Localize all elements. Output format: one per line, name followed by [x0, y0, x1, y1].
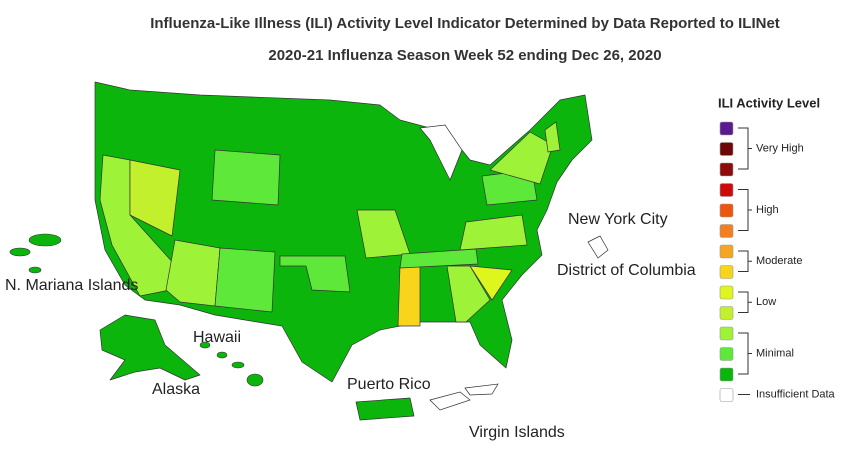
puerto-rico	[355, 397, 415, 421]
place-label: Virgin Islands	[469, 424, 565, 441]
legend-swatch	[719, 265, 734, 279]
subtitle: 2020-21 Influenza Season Week 52 ending …	[268, 47, 661, 64]
place-labels: New York City District of Columbia N. Mari…	[5, 211, 696, 441]
legend-swatch	[719, 326, 734, 341]
legend-bracket	[738, 250, 752, 272]
great-lakes	[419, 124, 463, 181]
legend-bracket	[738, 127, 752, 170]
legend-bracket	[738, 332, 752, 375]
legend-swatch	[719, 162, 734, 177]
place-label: New York City	[568, 211, 668, 228]
place-label: Hawaii	[193, 329, 241, 346]
place-label: N. Mariana Islands	[5, 277, 138, 294]
legend-swatch	[719, 244, 734, 259]
hawaii-islands	[199, 341, 264, 387]
us-map	[9, 81, 609, 421]
legend-swatch	[719, 203, 734, 218]
legend-swatch	[719, 367, 734, 382]
georgia	[446, 265, 491, 323]
vermont-nh	[544, 121, 561, 153]
legend-label: Low	[756, 296, 776, 308]
legend-swatch	[719, 224, 734, 238]
legend-swatch	[719, 306, 734, 320]
legend-swatch	[719, 121, 734, 136]
legend-label: High	[756, 204, 779, 216]
new-mexico	[214, 247, 276, 313]
legend-bracket	[738, 291, 752, 313]
nmi-islands	[9, 233, 62, 274]
legend-label: Moderate	[756, 255, 802, 267]
legend-bracket	[738, 189, 752, 231]
legend: ILI Activity Level Very High High Moderate L…	[718, 95, 836, 402]
legend-swatch	[719, 142, 734, 156]
wyoming	[211, 149, 281, 206]
title: Influenza-Like Illness (ILI) Activity Le…	[150, 15, 780, 32]
dc	[587, 235, 609, 259]
virginia	[459, 214, 528, 251]
south-carolina	[469, 265, 513, 301]
nevada	[129, 159, 181, 237]
virgin-islands	[429, 383, 499, 411]
alaska	[99, 314, 201, 381]
legend-swatch	[719, 388, 734, 402]
arizona	[165, 239, 221, 307]
legend-swatch	[719, 285, 734, 300]
tennessee	[399, 248, 479, 269]
legend-label: Insufficient Data	[756, 388, 836, 400]
oklahoma	[279, 255, 351, 293]
mississippi	[397, 265, 421, 327]
legend-swatch	[719, 347, 734, 361]
place-label: District of Columbia	[557, 262, 696, 279]
legend-label: Minimal	[756, 347, 794, 359]
place-label: Alaska	[152, 381, 200, 398]
legend-swatch	[719, 183, 734, 197]
place-label: Puerto Rico	[347, 376, 431, 393]
legend-title: ILI Activity Level	[718, 95, 820, 110]
legend-label: Very High	[756, 142, 804, 154]
